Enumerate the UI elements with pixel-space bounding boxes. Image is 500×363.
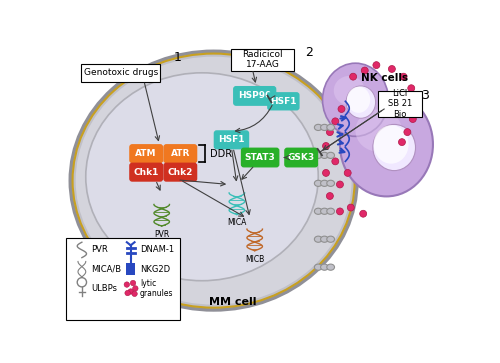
FancyBboxPatch shape bbox=[234, 87, 276, 105]
Circle shape bbox=[130, 280, 136, 286]
Ellipse shape bbox=[314, 180, 322, 186]
FancyBboxPatch shape bbox=[164, 145, 196, 163]
Circle shape bbox=[408, 85, 414, 92]
Circle shape bbox=[128, 289, 134, 294]
Circle shape bbox=[344, 170, 351, 176]
FancyBboxPatch shape bbox=[130, 145, 162, 163]
FancyBboxPatch shape bbox=[130, 163, 162, 181]
Text: 2: 2 bbox=[305, 45, 313, 58]
Ellipse shape bbox=[314, 208, 322, 214]
Ellipse shape bbox=[320, 236, 328, 242]
Circle shape bbox=[132, 291, 138, 297]
Circle shape bbox=[338, 106, 345, 113]
Circle shape bbox=[322, 170, 330, 176]
Text: MICB: MICB bbox=[245, 254, 264, 264]
Ellipse shape bbox=[327, 180, 334, 186]
Text: DNAM-1: DNAM-1 bbox=[140, 245, 174, 254]
Ellipse shape bbox=[320, 180, 328, 186]
Ellipse shape bbox=[320, 152, 328, 158]
Text: NKG2D: NKG2D bbox=[140, 265, 170, 274]
Ellipse shape bbox=[327, 125, 334, 130]
Circle shape bbox=[326, 129, 334, 135]
Text: PVR: PVR bbox=[91, 245, 108, 254]
Text: MICA: MICA bbox=[227, 219, 246, 227]
Ellipse shape bbox=[322, 63, 388, 136]
Text: GSK3: GSK3 bbox=[288, 153, 315, 162]
Circle shape bbox=[410, 115, 416, 122]
FancyBboxPatch shape bbox=[242, 148, 279, 167]
Text: HSF1: HSF1 bbox=[218, 135, 244, 144]
Ellipse shape bbox=[347, 87, 370, 113]
FancyBboxPatch shape bbox=[126, 263, 136, 275]
Ellipse shape bbox=[334, 76, 365, 105]
Ellipse shape bbox=[320, 264, 328, 270]
Circle shape bbox=[412, 100, 418, 107]
Text: PVR: PVR bbox=[154, 230, 170, 239]
Circle shape bbox=[336, 181, 344, 188]
Circle shape bbox=[332, 158, 339, 165]
Ellipse shape bbox=[327, 208, 334, 214]
Text: Chk2: Chk2 bbox=[168, 168, 193, 177]
Text: DDR: DDR bbox=[210, 149, 232, 159]
Text: lytic
granules: lytic granules bbox=[140, 279, 173, 298]
FancyBboxPatch shape bbox=[285, 148, 318, 167]
Circle shape bbox=[124, 282, 130, 287]
Ellipse shape bbox=[86, 73, 318, 281]
Text: STAT3: STAT3 bbox=[245, 153, 276, 162]
Circle shape bbox=[388, 65, 396, 73]
Ellipse shape bbox=[76, 57, 351, 305]
Ellipse shape bbox=[327, 152, 334, 158]
FancyBboxPatch shape bbox=[164, 163, 196, 181]
Text: Radicicol
17-AAG: Radicicol 17-AAG bbox=[242, 50, 283, 69]
Text: LiCl
SB 21
Bio: LiCl SB 21 Bio bbox=[388, 89, 412, 119]
Circle shape bbox=[350, 73, 356, 80]
Text: ULBPs: ULBPs bbox=[91, 284, 117, 293]
Ellipse shape bbox=[320, 125, 328, 130]
Ellipse shape bbox=[70, 51, 357, 310]
FancyBboxPatch shape bbox=[230, 49, 294, 70]
Circle shape bbox=[336, 208, 344, 215]
Ellipse shape bbox=[346, 86, 376, 118]
Ellipse shape bbox=[314, 125, 322, 130]
Ellipse shape bbox=[314, 264, 322, 270]
Circle shape bbox=[398, 139, 406, 146]
Ellipse shape bbox=[327, 264, 334, 270]
FancyBboxPatch shape bbox=[66, 238, 180, 320]
Circle shape bbox=[125, 290, 130, 296]
FancyBboxPatch shape bbox=[268, 93, 299, 110]
Circle shape bbox=[373, 62, 380, 69]
Text: MM cell: MM cell bbox=[209, 297, 257, 306]
Text: NK cells: NK cells bbox=[360, 73, 408, 83]
Ellipse shape bbox=[340, 93, 433, 196]
Ellipse shape bbox=[327, 236, 334, 242]
Ellipse shape bbox=[320, 208, 328, 214]
FancyBboxPatch shape bbox=[214, 131, 248, 149]
Circle shape bbox=[326, 192, 334, 200]
Circle shape bbox=[132, 286, 138, 291]
Ellipse shape bbox=[374, 125, 408, 164]
Circle shape bbox=[348, 204, 354, 211]
Text: ATR: ATR bbox=[170, 149, 190, 158]
Text: HSP90: HSP90 bbox=[238, 91, 272, 101]
Circle shape bbox=[332, 118, 339, 125]
Text: ATM: ATM bbox=[136, 149, 157, 158]
Ellipse shape bbox=[314, 152, 322, 158]
Ellipse shape bbox=[314, 236, 322, 242]
Ellipse shape bbox=[356, 109, 402, 152]
Text: Genotoxic drugs: Genotoxic drugs bbox=[84, 68, 158, 77]
Circle shape bbox=[362, 67, 368, 74]
Text: MICA/B: MICA/B bbox=[91, 265, 122, 274]
Circle shape bbox=[360, 210, 366, 217]
Text: 1: 1 bbox=[174, 51, 181, 64]
Text: HSF1: HSF1 bbox=[270, 97, 296, 106]
Circle shape bbox=[404, 129, 411, 135]
FancyBboxPatch shape bbox=[81, 64, 160, 82]
Ellipse shape bbox=[373, 125, 416, 171]
Circle shape bbox=[322, 143, 330, 150]
Circle shape bbox=[400, 73, 407, 80]
Text: Chk1: Chk1 bbox=[134, 168, 159, 177]
FancyBboxPatch shape bbox=[378, 90, 422, 117]
Text: 3: 3 bbox=[422, 89, 429, 102]
